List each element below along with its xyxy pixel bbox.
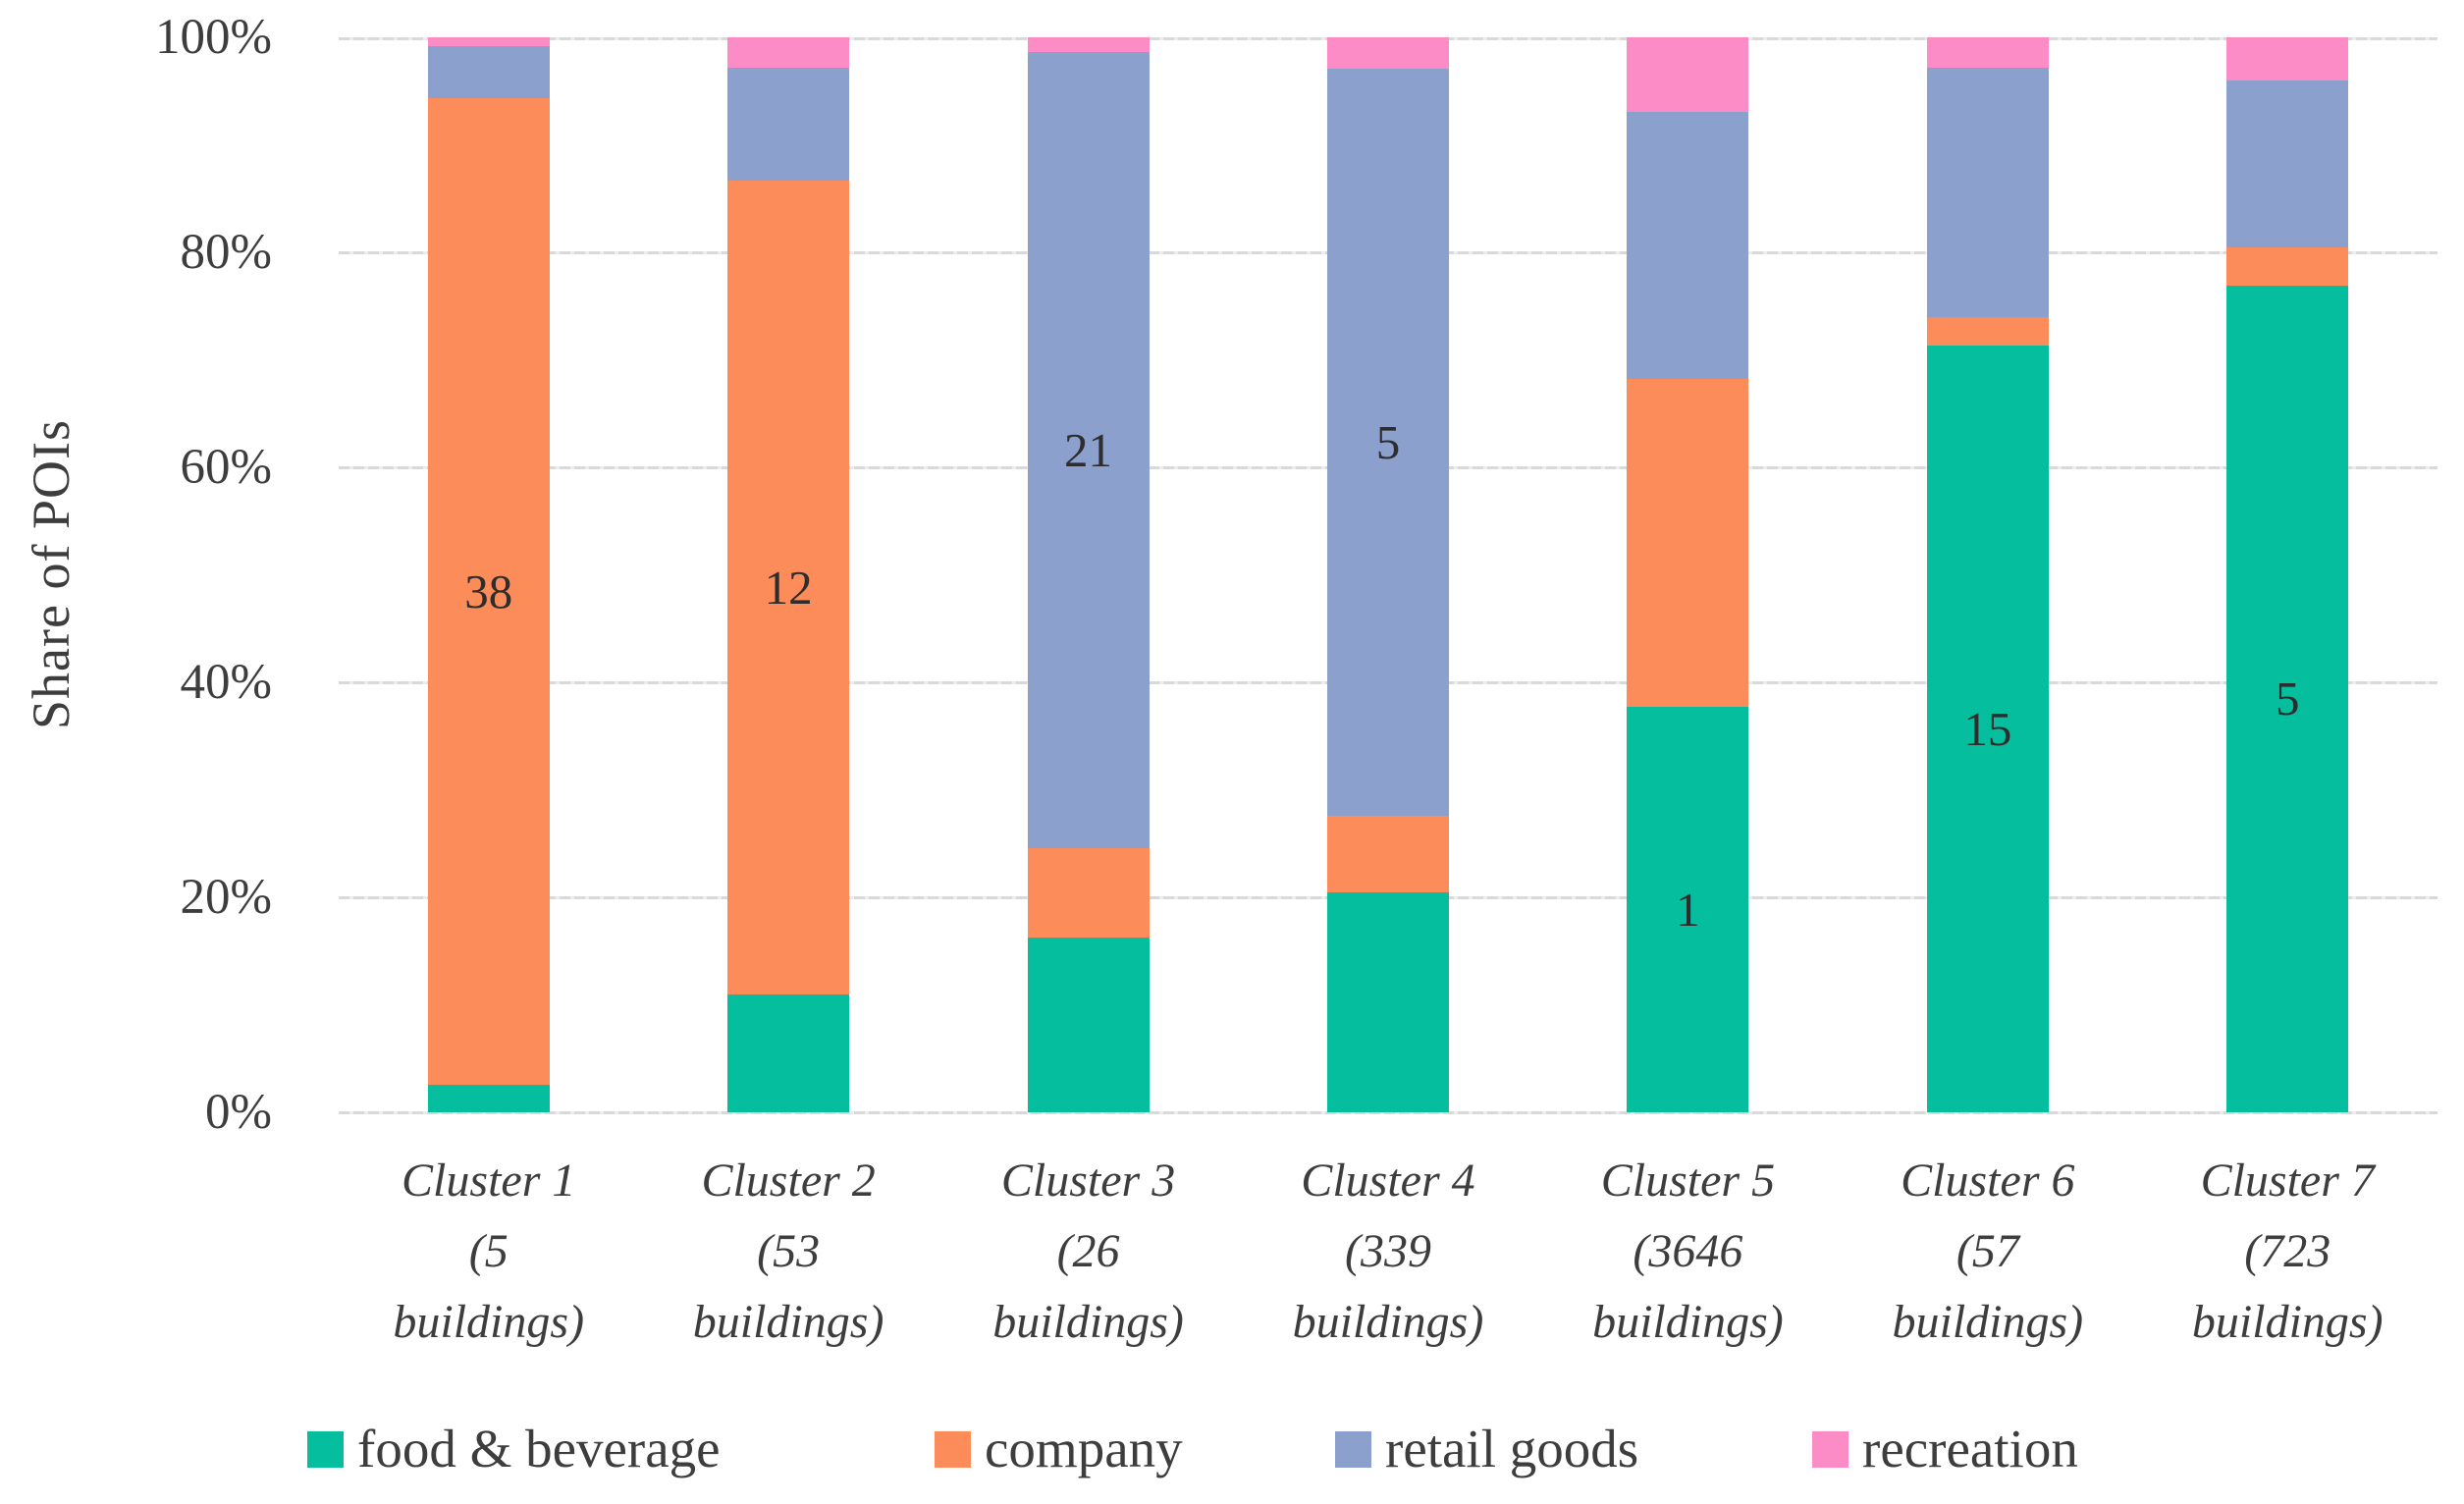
bar-slot-cluster-6: 15 <box>1838 37 2137 1112</box>
x-label-cluster-7: Cluster 7 (723 buildings) <box>2191 1155 2384 1348</box>
legend-item-recreation: recreation <box>1812 1421 2078 1477</box>
segment-recreation-cluster-2 <box>727 37 850 68</box>
x-label-cluster-4: Cluster 4 (339 buildings) <box>1292 1155 1484 1348</box>
bar-cluster-5: 1 <box>1627 37 1749 1112</box>
legend-item-company: company <box>935 1421 1183 1477</box>
segment-recreation-cluster-6 <box>1926 37 2049 68</box>
segment-retail-goods-cluster-4: 5 <box>1326 68 1449 816</box>
segment-company-cluster-4 <box>1326 815 1449 892</box>
segment-recreation-cluster-7 <box>2226 37 2349 81</box>
segment-recreation-cluster-4 <box>1326 37 1449 69</box>
segment-retail-goods-cluster-3: 21 <box>1027 52 1150 848</box>
bar-slot-cluster-1: 38 <box>339 37 638 1112</box>
segment-food-beverage-cluster-2 <box>727 994 850 1112</box>
y-tick-label-60: 60% <box>180 440 272 495</box>
segment-retail-goods-cluster-5 <box>1627 111 1749 380</box>
bar-cluster-2: 12 <box>727 37 850 1112</box>
legend-item-food-beverage: food & beverage <box>307 1421 721 1477</box>
bar-slot-cluster-4: 5 <box>1238 37 1537 1112</box>
y-tick-label-20: 20% <box>180 870 272 925</box>
segment-company-cluster-5 <box>1627 379 1749 708</box>
segment-company-cluster-3 <box>1027 847 1150 938</box>
segment-retail-goods-cluster-6 <box>1926 67 2049 317</box>
bar-slot-cluster-5: 1 <box>1538 37 1838 1112</box>
bar-group: 38 12 21 5 1 15 5 <box>339 37 2437 1112</box>
bar-slot-cluster-2: 12 <box>638 37 937 1112</box>
x-label-cluster-2: Cluster 2 (53 buildings) <box>692 1155 884 1348</box>
segment-recreation-cluster-3 <box>1027 37 1150 53</box>
legend-label: retail goods <box>1385 1419 1639 1478</box>
segment-recreation-cluster-5 <box>1627 37 1749 112</box>
gridline-0-percent <box>339 1111 2437 1114</box>
segment-retail-goods-cluster-7 <box>2226 80 2349 247</box>
segment-food-beverage-cluster-7: 5 <box>2226 285 2349 1112</box>
segment-company-cluster-1: 38 <box>427 98 550 1085</box>
legend-item-retail-goods: retail goods <box>1335 1421 1638 1477</box>
bar-value-label: 1 <box>1676 883 1700 938</box>
bar-cluster-3: 21 <box>1027 37 1150 1112</box>
bar-value-label: 12 <box>764 560 813 615</box>
segment-retail-goods-cluster-1 <box>427 45 550 99</box>
legend-swatch-company <box>935 1430 971 1468</box>
segment-retail-goods-cluster-2 <box>727 67 850 181</box>
x-label-cluster-1: Cluster 1 (5 buildings) <box>393 1155 585 1348</box>
legend-label: food & beverage <box>357 1419 721 1478</box>
bar-cluster-7: 5 <box>2226 37 2349 1112</box>
bar-slot-cluster-7: 5 <box>2138 37 2437 1112</box>
bar-value-label: 38 <box>464 564 513 618</box>
y-tick-label-40: 40% <box>180 655 272 710</box>
segment-recreation-cluster-1 <box>427 37 550 46</box>
bar-slot-cluster-3: 21 <box>938 37 1238 1112</box>
x-label-cluster-3: Cluster 3 (26 buildings) <box>992 1155 1184 1348</box>
y-tick-label-0: 0% <box>205 1085 272 1140</box>
segment-food-beverage-cluster-6: 15 <box>1926 346 2049 1112</box>
y-tick-label-80: 80% <box>180 225 272 280</box>
bar-value-label: 15 <box>1963 702 2012 757</box>
segment-company-cluster-2: 12 <box>727 180 850 994</box>
legend-label: recreation <box>1862 1419 2078 1478</box>
segment-company-cluster-6 <box>1926 316 2049 347</box>
segment-food-beverage-cluster-5: 1 <box>1627 707 1749 1112</box>
segment-company-cluster-7 <box>2226 246 2349 286</box>
segment-food-beverage-cluster-1 <box>427 1084 550 1112</box>
x-label-cluster-6: Cluster 6 (57 buildings) <box>1892 1155 2084 1348</box>
legend-swatch-recreation <box>1812 1430 1848 1468</box>
bar-value-label: 21 <box>1064 422 1113 477</box>
bar-value-label: 5 <box>2275 671 2300 726</box>
x-label-cluster-5: Cluster 5 (3646 buildings) <box>1592 1155 1784 1348</box>
bar-value-label: 5 <box>1375 414 1401 469</box>
plot-area: 38 12 21 5 1 15 5 <box>339 37 2437 1114</box>
legend-label: company <box>985 1419 1183 1478</box>
segment-food-beverage-cluster-3 <box>1027 937 1150 1112</box>
y-tick-label-100: 100% <box>155 10 272 65</box>
segment-food-beverage-cluster-4 <box>1326 891 1449 1112</box>
bar-cluster-4: 5 <box>1326 37 1449 1112</box>
legend-swatch-retail-goods <box>1335 1430 1371 1468</box>
x-axis-category-labels: Cluster 1 (5 buildings) Cluster 2 (53 bui… <box>339 1146 2437 1358</box>
legend-swatch-food-beverage <box>307 1430 344 1468</box>
bar-cluster-6: 15 <box>1926 37 2049 1112</box>
bar-cluster-1: 38 <box>427 37 550 1112</box>
